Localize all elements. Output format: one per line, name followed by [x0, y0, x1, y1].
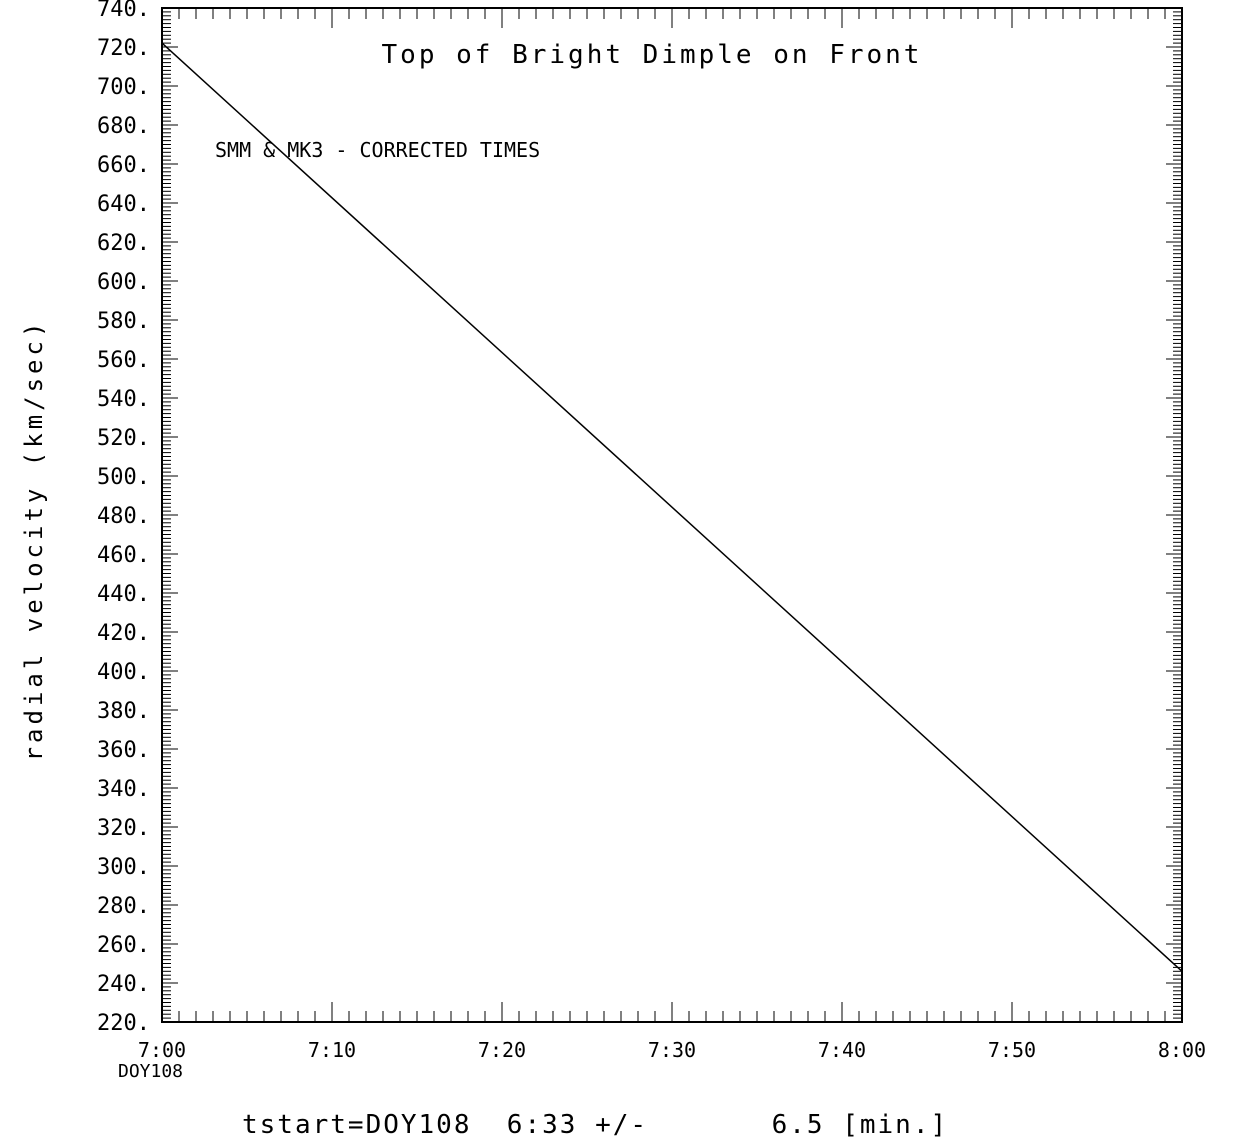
chart-annotation: SMM & MK3 - CORRECTED TIMES — [215, 138, 540, 162]
y-tick-label: 240. — [97, 972, 150, 997]
x-tick-label: 7:40 — [818, 1038, 866, 1062]
y-tick-label: 680. — [97, 114, 150, 139]
y-tick-label: 640. — [97, 192, 150, 217]
x-tick-labels: 7:00 7:10 7:20 7:30 7:40 7:50 8:00 — [138, 1038, 1206, 1062]
x-tick-label: 7:30 — [648, 1038, 696, 1062]
x-axis-sublabel: DOY108 — [118, 1061, 183, 1082]
y-tick-label: 440. — [97, 582, 150, 607]
x-tick-label: 7:20 — [478, 1038, 526, 1062]
y-axis-label: radial velocity (km/sec) — [20, 319, 48, 762]
y-tick-label: 540. — [97, 387, 150, 412]
y-tick-label: 720. — [97, 36, 150, 61]
y-tick-label: 300. — [97, 855, 150, 880]
y-tick-label: 260. — [97, 933, 150, 958]
y-tick-label: 560. — [97, 348, 150, 373]
y-tick-label: 340. — [97, 777, 150, 802]
y-tick-label: 380. — [97, 699, 150, 724]
y-tick-label: 740. — [97, 0, 150, 22]
y-tick-label: 420. — [97, 621, 150, 646]
x-tick-label: 7:10 — [308, 1038, 356, 1062]
x-tick-label: 8:00 — [1158, 1038, 1206, 1062]
y-tick-label: 620. — [97, 231, 150, 256]
y-tick-label: 320. — [97, 816, 150, 841]
y-tick-label: 520. — [97, 426, 150, 451]
y-tick-label: 220. — [97, 1011, 150, 1036]
y-tick-label: 280. — [97, 894, 150, 919]
y-tick-label: 580. — [97, 309, 150, 334]
y-tick-label: 500. — [97, 465, 150, 490]
x-axis-label: tstart=DOY108 6:33 +/- 6.5 [min.] — [242, 1110, 948, 1140]
x-tick-label: 7:50 — [988, 1038, 1036, 1062]
y-tick-label: 700. — [97, 75, 150, 100]
data-series — [162, 43, 1182, 971]
y-tick-labels: 740. 720. 700. 680. 660. 640. 620. 600. 580. 560.… — [97, 0, 150, 1036]
x-tick-label: 7:00 — [138, 1038, 186, 1062]
y-tick-label: 660. — [97, 153, 150, 178]
series-line — [162, 43, 1182, 971]
y-tick-label: 460. — [97, 543, 150, 568]
y-tick-label: 480. — [97, 504, 150, 529]
y-tick-label: 400. — [97, 660, 150, 685]
y-tick-label: 360. — [97, 738, 150, 763]
y-tick-label: 600. — [97, 270, 150, 295]
chart-title: Top of Bright Dimple on Front — [382, 40, 923, 70]
